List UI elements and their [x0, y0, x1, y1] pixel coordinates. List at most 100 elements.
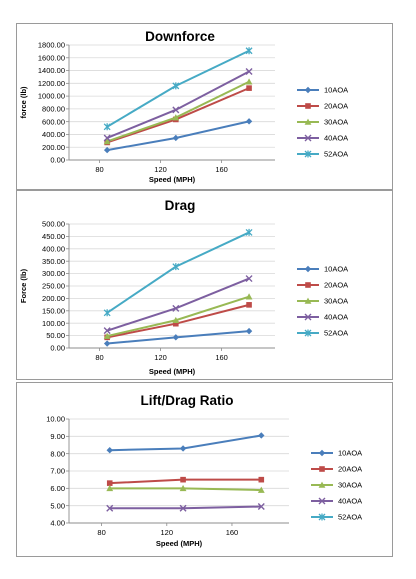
- data-point-20aoa: [106, 480, 113, 486]
- series-line-30aoa: [106, 295, 250, 338]
- chart-svg: Lift/Drag Ratio 4.00 5.00 6.00 7.00 8.00 9.00 1…: [46, 393, 362, 548]
- legend-marker-40aoa: [304, 134, 312, 142]
- downforce-chart: Downforce 0.00 200.00 400.00 600.00 800.00 100…: [16, 23, 393, 190]
- y-tick-label: 100.00: [42, 319, 65, 328]
- chart-title: Drag: [165, 198, 196, 213]
- legend-label-40aoa: 40AOA: [324, 313, 348, 322]
- y-tick-label: 1000.00: [38, 92, 65, 101]
- data-point-20aoa: [246, 302, 252, 308]
- y-tick-label: 10.00: [46, 415, 65, 424]
- y-tick-label: 8.00: [50, 449, 65, 458]
- y-tick-label: 500.00: [42, 220, 65, 229]
- y-tick-label: 1200.00: [38, 79, 65, 88]
- data-point-40aoa: [172, 304, 180, 312]
- legend-marker-20aoa: [319, 466, 325, 472]
- data-point-52aoa: [245, 47, 253, 55]
- chart-title: Lift/Drag Ratio: [141, 393, 234, 408]
- y-tick-label: 9.00: [50, 432, 65, 441]
- legend-label-30aoa: 30AOA: [338, 481, 362, 490]
- series-line-40aoa: [106, 70, 250, 139]
- data-point-52aoa: [103, 123, 111, 131]
- drag-chart: Drag 0.00 50.00 100.00 150.00 200.00 250.00 300…: [16, 190, 393, 380]
- data-point-30aoa: [103, 332, 111, 339]
- data-point-40aoa: [179, 504, 187, 512]
- y-tick-label: 0.00: [50, 156, 65, 165]
- x-tick-label: 160: [215, 353, 228, 362]
- legend-marker-10aoa: [304, 86, 312, 94]
- data-point-20aoa: [246, 85, 252, 91]
- legend-marker-20aoa: [305, 103, 311, 109]
- legend-label-10aoa: 10AOA: [338, 449, 362, 458]
- legend-label-52aoa: 52AOA: [324, 329, 348, 338]
- x-tick-label: 160: [226, 528, 239, 537]
- y-tick-label: 4.00: [50, 519, 65, 528]
- legend-marker-10aoa: [318, 449, 326, 457]
- data-point-10aoa: [172, 134, 180, 142]
- data-point-30aoa: [106, 484, 114, 492]
- data-point-40aoa: [245, 275, 253, 283]
- y-tick-label: 200.00: [42, 143, 65, 152]
- x-tick-label: 160: [215, 165, 228, 174]
- data-point-20aoa: [258, 476, 265, 483]
- legend-label-52aoa: 52AOA: [338, 513, 362, 522]
- data-point-40aoa: [103, 327, 111, 335]
- lift-drag-ratio-chart: Lift/Drag Ratio 4.00 5.00 6.00 7.00 8.00 9.00 1…: [16, 382, 393, 557]
- y-tick-label: 1800.00: [38, 41, 65, 50]
- x-tick-label: 120: [154, 165, 167, 174]
- legend-marker-30aoa: [304, 297, 312, 304]
- data-point-10aoa: [245, 327, 253, 335]
- data-point-10aoa: [103, 340, 111, 347]
- data-point-52aoa: [172, 82, 180, 90]
- x-tick-label: 80: [95, 165, 103, 174]
- data-point-40aoa: [103, 134, 111, 142]
- data-point-10aoa: [106, 447, 113, 454]
- data-point-30aoa: [245, 78, 253, 85]
- y-tick-label: 400.00: [42, 130, 65, 139]
- y-tick-label: 350.00: [42, 257, 65, 266]
- data-point-30aoa: [245, 293, 253, 300]
- data-point-10aoa: [258, 432, 265, 439]
- y-tick-label: 1400.00: [38, 66, 65, 75]
- data-point-10aoa: [245, 118, 253, 125]
- y-tick-label: 7.00: [50, 467, 65, 476]
- data-point-10aoa: [179, 445, 187, 452]
- data-point-52aoa: [172, 263, 180, 271]
- legend-marker-40aoa: [304, 313, 312, 321]
- legend-label-40aoa: 40AOA: [338, 497, 362, 506]
- series-line-52aoa: [106, 231, 250, 314]
- data-point-10aoa: [172, 334, 180, 341]
- legend-label-20aoa: 20AOA: [338, 465, 362, 474]
- legend-label-52aoa: 52AOA: [324, 150, 348, 159]
- legend-marker-40aoa: [318, 497, 326, 505]
- legend-label-30aoa: 30AOA: [324, 297, 348, 306]
- y-tick-label: 200.00: [42, 294, 65, 303]
- data-point-40aoa: [257, 503, 265, 511]
- y-axis-label: Force (lb): [19, 268, 28, 303]
- y-tick-label: 150.00: [42, 306, 65, 315]
- data-point-20aoa: [173, 320, 179, 327]
- data-point-30aoa: [179, 484, 187, 492]
- x-tick-label: 80: [95, 353, 103, 362]
- y-tick-label: 1600.00: [38, 53, 65, 62]
- x-axis-label: Speed (MPH): [149, 175, 196, 184]
- data-point-52aoa: [245, 228, 253, 236]
- data-point-52aoa: [103, 309, 111, 317]
- data-point-20aoa: [180, 476, 186, 483]
- x-tick-label: 120: [154, 353, 167, 362]
- data-point-40aoa: [106, 504, 114, 512]
- legend-marker-30aoa: [318, 481, 326, 488]
- legend-marker-30aoa: [304, 118, 312, 125]
- y-tick-label: 250.00: [42, 282, 65, 291]
- chart-svg: Drag 0.00 50.00 100.00 150.00 200.00 250.00 300…: [19, 198, 348, 376]
- data-point-30aoa: [172, 316, 180, 324]
- legend-label-30aoa: 30AOA: [324, 118, 348, 127]
- y-tick-label: 0.00: [50, 344, 65, 353]
- data-point-30aoa: [172, 114, 180, 121]
- y-tick-label: 800.00: [42, 104, 65, 113]
- data-point-40aoa: [172, 106, 180, 114]
- legend-label-10aoa: 10AOA: [324, 265, 348, 274]
- y-tick-label: 450.00: [42, 232, 65, 241]
- legend-label-40aoa: 40AOA: [324, 134, 348, 143]
- chart-title: Downforce: [145, 29, 215, 44]
- legend-label-10aoa: 10AOA: [324, 86, 348, 95]
